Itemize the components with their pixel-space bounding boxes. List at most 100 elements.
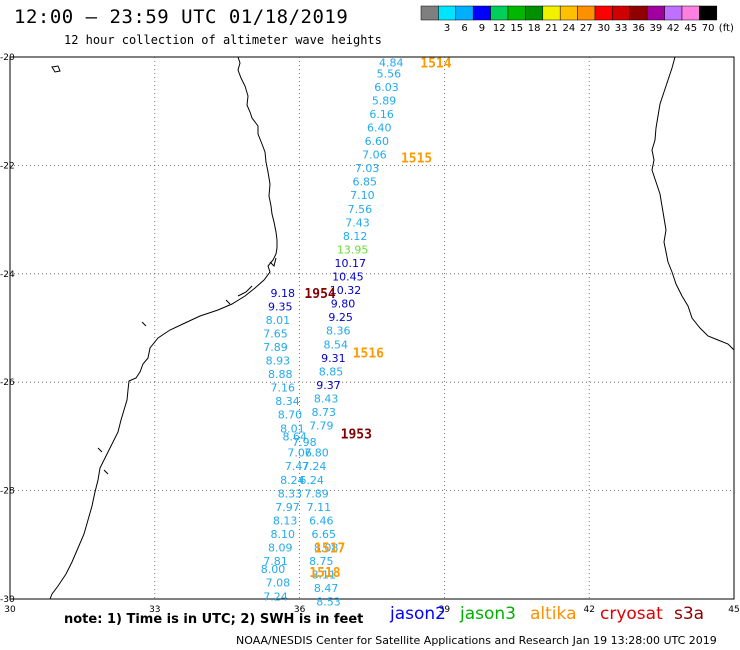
wave-height-value: 7.47 (285, 460, 310, 473)
legend-tick-label: 45 (684, 23, 697, 34)
legend-swatch (664, 5, 683, 21)
pass-number-label: 1518 (309, 566, 340, 581)
legend-bin: 3 (438, 5, 457, 34)
legend-bin: 15 (507, 5, 526, 34)
legend-swatch (559, 5, 578, 21)
wave-height-value: 9.18 (270, 287, 295, 300)
wave-height-value: 7.06 (287, 447, 312, 460)
legend-swatch (420, 5, 439, 21)
pass-number-label: 1517 (314, 542, 345, 557)
wave-height-value: 8.64 (283, 430, 308, 443)
legend-tick-label: 36 (632, 23, 645, 34)
legend-bin: 12 (490, 5, 509, 34)
wave-height-value: 7.03 (355, 162, 380, 175)
legend-swatch (577, 5, 596, 21)
legend-tick-label: 18 (528, 23, 541, 34)
madagascar-coastline (651, 56, 735, 351)
legend-bin: 21 (542, 5, 561, 34)
wave-height-value: 8.85 (319, 365, 344, 378)
pass-number-label: 1514 (420, 56, 451, 71)
legend-bin: 27 (577, 5, 596, 34)
wave-height-value: 5.56 (377, 67, 402, 80)
wave-height-value: 7.24 (302, 460, 327, 473)
footer-credit: NOAA/NESDIS Center for Satellite Applica… (236, 634, 717, 647)
legend-bin: 70 (699, 5, 718, 34)
wave-height-value: 7.16 (270, 382, 295, 395)
wave-height-value: 7.65 (263, 327, 288, 340)
wave-height-value: 8.54 (324, 338, 349, 351)
wave-height-value: 7.80 (304, 447, 329, 460)
wave-height-value: 8.10 (270, 528, 295, 541)
wave-height-value: 9.37 (316, 379, 341, 392)
legend-tick-label: 39 (650, 23, 663, 34)
pass-number-label: 1954 (304, 287, 335, 302)
wave-height-value: 8.01 (280, 422, 305, 435)
color-scale-legend: 3 6 9 12 15 18 21 24 27 30 33 36 39 42 45 70 (420, 5, 718, 34)
wave-height-value: 10.32 (330, 284, 362, 297)
legend-s3a: s3a (674, 604, 705, 624)
wave-height-value: 8.75 (309, 555, 334, 568)
legend-tick-label: 12 (493, 23, 506, 34)
legend-tick-label: 9 (479, 23, 485, 34)
wave-height-value: 6.03 (374, 81, 399, 94)
wave-height-value: 8.70 (278, 409, 303, 422)
wave-height-value: 8.73 (311, 406, 336, 419)
wave-height-value: 8.34 (275, 395, 300, 408)
lon-tick-label: 30 (4, 605, 16, 615)
wave-height-value: 8.33 (278, 487, 303, 500)
wave-height-value: 7.10 (350, 189, 375, 202)
lat-lon-grid (10, 57, 734, 599)
legend-tick-label: 33 (615, 23, 628, 34)
legend-jason3: jason3 (460, 604, 516, 624)
lon-tick-label: 45 (728, 605, 739, 615)
wave-height-value: 9.31 (321, 352, 346, 365)
legend-tick-label: 21 (545, 23, 558, 34)
wave-height-value: 8.12 (343, 230, 368, 243)
wave-height-value: 8.01 (266, 314, 291, 327)
lat-tick-label: -30 (0, 595, 15, 605)
legend-tick-label: 70 (702, 23, 715, 34)
wave-height-value: 6.40 (367, 121, 392, 134)
pass-number-label: 1953 (341, 428, 372, 443)
wave-height-value: 6.65 (311, 528, 336, 541)
legend-swatch (507, 5, 526, 21)
wave-height-value: 8.11 (311, 569, 336, 582)
wave-height-value: 8.09 (268, 542, 293, 555)
legend-bin: 24 (559, 5, 578, 34)
island-small-icon (51, 65, 61, 73)
lon-tick-label: 39 (439, 605, 451, 615)
wave-height-value: 7.89 (304, 487, 329, 500)
legend-tick-label: 30 (597, 23, 610, 34)
wave-height-value: 8.93 (266, 355, 291, 368)
legend-swatch (699, 5, 718, 21)
wave-height-value: 10.45 (332, 271, 364, 284)
legend-tick-label: 42 (667, 23, 680, 34)
legend-bin: 36 (629, 5, 648, 34)
legend-tick-label: 15 (510, 23, 523, 34)
lat-tick-label: -24 (0, 270, 15, 280)
lon-tick-label: 42 (583, 605, 594, 615)
wave-height-value: 6.85 (353, 176, 378, 189)
wave-height-value: 8.53 (316, 596, 341, 609)
lon-tick-label: 36 (294, 605, 306, 615)
lat-tick-label: -28 (0, 487, 15, 497)
legend-tick-label: 6 (461, 23, 467, 34)
wave-height-value: 7.43 (345, 216, 370, 229)
legend-unit-label: (ft) (719, 23, 734, 34)
wave-height-value: 8.24 (280, 474, 305, 487)
legend-tick-label: 27 (580, 23, 593, 34)
wave-height-value: 6.60 (365, 135, 390, 148)
lon-tick-label: 33 (149, 605, 160, 615)
wave-height-value: 7.08 (266, 577, 291, 590)
legend-bin (420, 5, 439, 21)
legend-jason2: jason2 (390, 604, 446, 624)
wave-height-value: 8.88 (268, 368, 293, 381)
wave-height-value: 7.97 (275, 501, 300, 514)
legend-bin: 30 (594, 5, 613, 34)
lat-tick-label: -20 (0, 53, 15, 63)
legend-altika: altika (530, 604, 577, 624)
legend-swatch (525, 5, 544, 21)
africa-coast-detail (97, 257, 277, 475)
wave-height-value: 4.84 (379, 56, 404, 69)
